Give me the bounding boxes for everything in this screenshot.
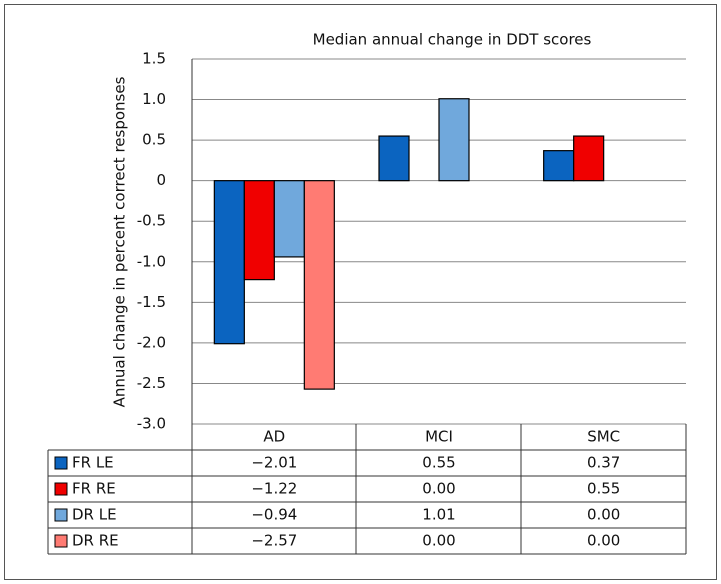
value-label: 0.00	[422, 480, 455, 498]
legend-label: DR LE	[72, 506, 117, 524]
bar	[273, 180, 305, 258]
legend-label: FR RE	[72, 480, 116, 498]
legend-swatch	[54, 508, 68, 522]
category-label: SMC	[587, 428, 620, 446]
y-tick-label: -1.0	[137, 252, 166, 270]
legend-label: FR LE	[72, 454, 114, 472]
value-label: 0.00	[587, 506, 620, 524]
y-axis-title: Annual change in percent correct respons…	[111, 76, 129, 407]
value-label: 0.00	[422, 532, 455, 550]
value-label: −2.01	[251, 454, 297, 472]
y-tick-label: -0.5	[137, 212, 166, 230]
bar	[438, 98, 470, 182]
bars	[213, 98, 605, 390]
value-label: −2.57	[251, 532, 297, 550]
chart-frame	[4, 4, 717, 580]
y-tick-label: 0.5	[142, 131, 166, 149]
value-label: 1.01	[422, 506, 455, 524]
bar	[378, 135, 410, 182]
y-tick-label: -3.0	[137, 415, 166, 433]
y-tick-label: 1.5	[142, 50, 166, 68]
y-tick-label: 0	[156, 171, 166, 189]
category-label: AD	[263, 428, 285, 446]
y-tick-label: -2.0	[137, 333, 166, 351]
data-table: AD MCI SMC FR LE −2.01 0.55 0.37 FR RE −1.22 0.00…	[54, 428, 620, 550]
category-label: MCI	[425, 428, 453, 446]
data-table-lines	[47, 59, 687, 555]
value-label: 0.55	[587, 480, 620, 498]
legend-swatch	[54, 534, 68, 548]
bar	[243, 180, 275, 281]
y-tick-label: 1.0	[142, 90, 166, 108]
value-label: 0.55	[422, 454, 455, 472]
legend-swatch	[54, 456, 68, 470]
legend-label: DR RE	[72, 532, 119, 550]
value-label: 0.00	[587, 532, 620, 550]
bar	[543, 150, 575, 182]
legend-swatch	[54, 482, 68, 496]
y-tick-label: -2.5	[137, 374, 166, 392]
bar	[303, 180, 335, 390]
bar	[213, 180, 245, 345]
value-label: −1.22	[251, 480, 297, 498]
value-label: −0.94	[251, 506, 297, 524]
bar	[573, 135, 605, 182]
value-label: 0.37	[587, 454, 620, 472]
y-tick-label: -1.5	[137, 293, 166, 311]
chart-title: Median annual change in DDT scores	[313, 31, 592, 49]
